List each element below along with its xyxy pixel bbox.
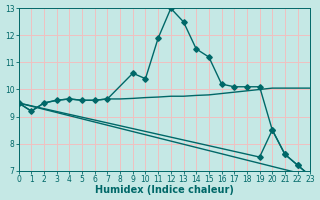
X-axis label: Humidex (Indice chaleur): Humidex (Indice chaleur) <box>95 185 234 195</box>
